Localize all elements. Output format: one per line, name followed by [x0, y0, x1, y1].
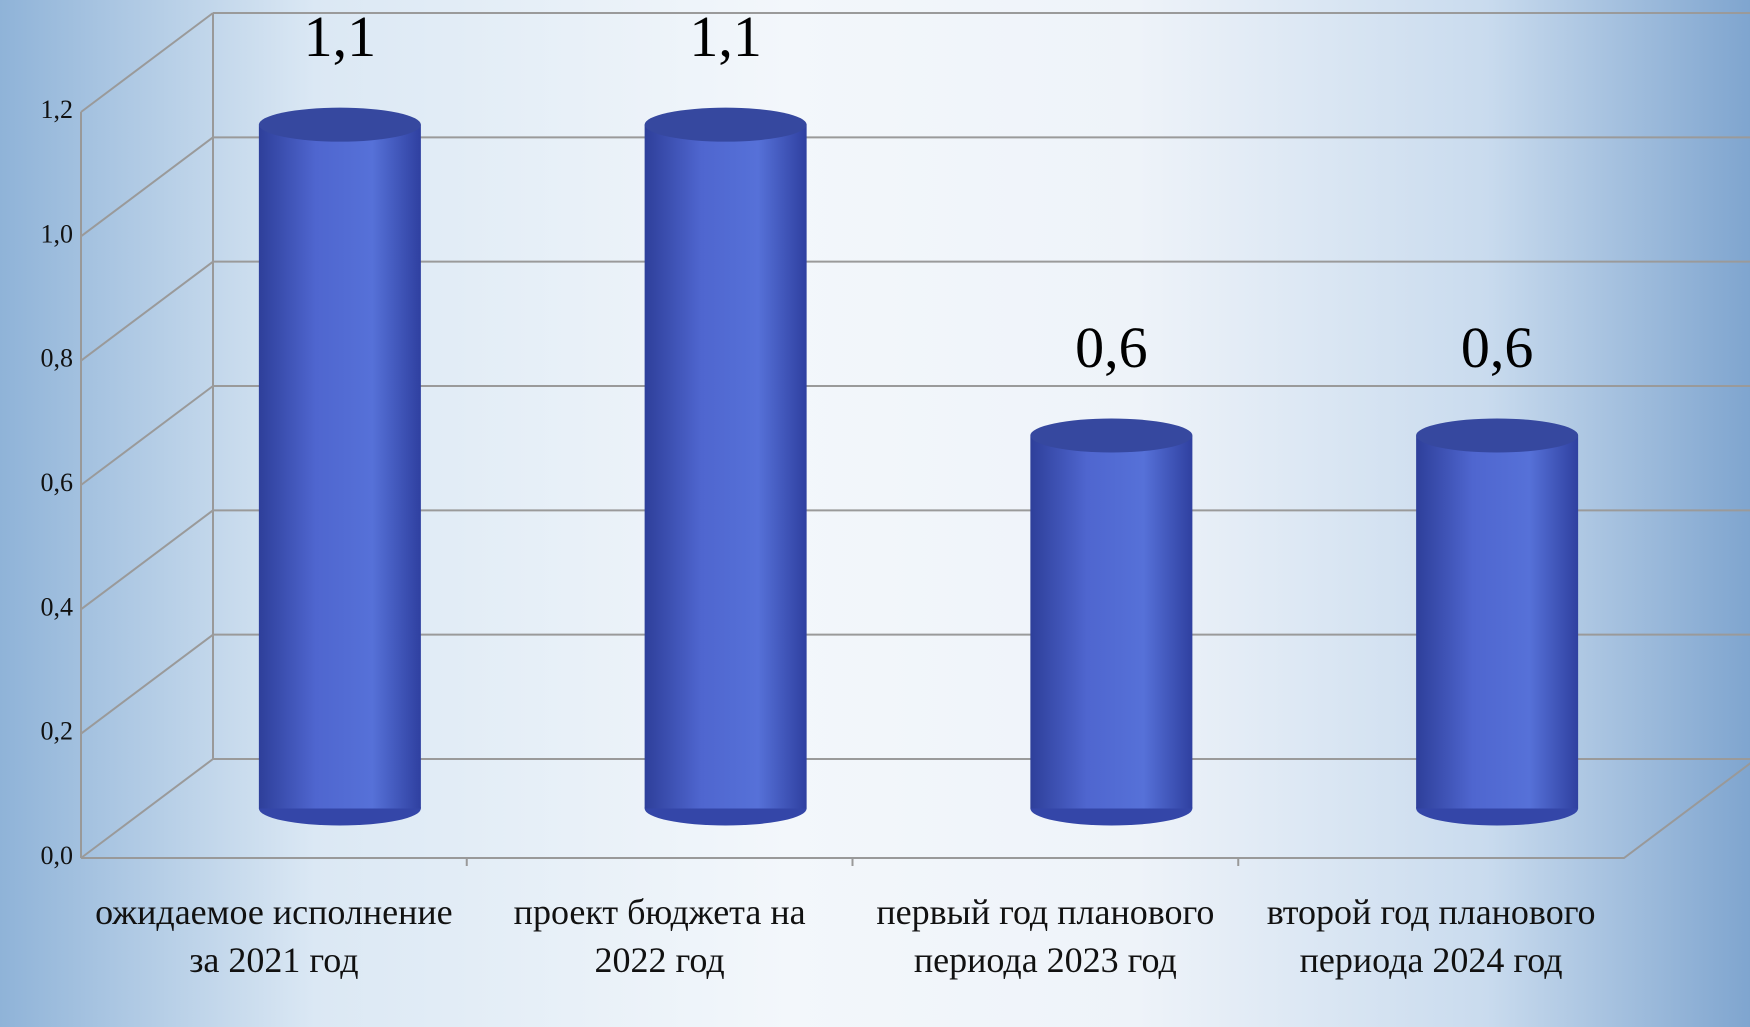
value-label: 1,1	[689, 4, 762, 69]
y-tick-label: 0,2	[41, 717, 74, 746]
grid-line	[80, 633, 214, 735]
cylinder-top	[258, 107, 421, 142]
grid-line	[80, 260, 214, 362]
cylinder-body	[644, 124, 807, 809]
cylinder-body	[1416, 435, 1579, 809]
cylinder-body	[258, 124, 421, 809]
value-label: 0,6	[1461, 315, 1534, 380]
cylinder-body	[1030, 435, 1193, 809]
value-label: 0,6	[1075, 315, 1148, 380]
x-tick-label: ожидаемое исполнение за 2021 год	[95, 892, 453, 980]
floor-edge	[81, 762, 1750, 859]
x-tick-label: второй год планового периода 2024 год	[1266, 892, 1596, 980]
grid-line	[80, 758, 214, 859]
y-tick-label: 1,0	[41, 219, 74, 248]
y-tick-label: 0,4	[41, 592, 74, 621]
grid-line	[80, 385, 214, 486]
x-tick-label: проект бюджета на 2022 год	[513, 892, 806, 980]
grid-line	[80, 136, 214, 238]
y-tick-label: 0,6	[41, 468, 74, 497]
cylinder-top	[1030, 418, 1193, 453]
value-label: 1,1	[304, 4, 377, 69]
y-tick-label: 0,0	[41, 841, 74, 870]
cylinder-top	[1416, 418, 1579, 453]
grid-line	[80, 509, 214, 611]
y-tick-label: 1,2	[41, 95, 74, 124]
cylinder-top	[644, 107, 807, 142]
grid-line	[80, 12, 214, 113]
y-tick-label: 0,8	[41, 344, 74, 373]
x-tick-label: первый год планового периода 2023 год	[876, 892, 1215, 980]
